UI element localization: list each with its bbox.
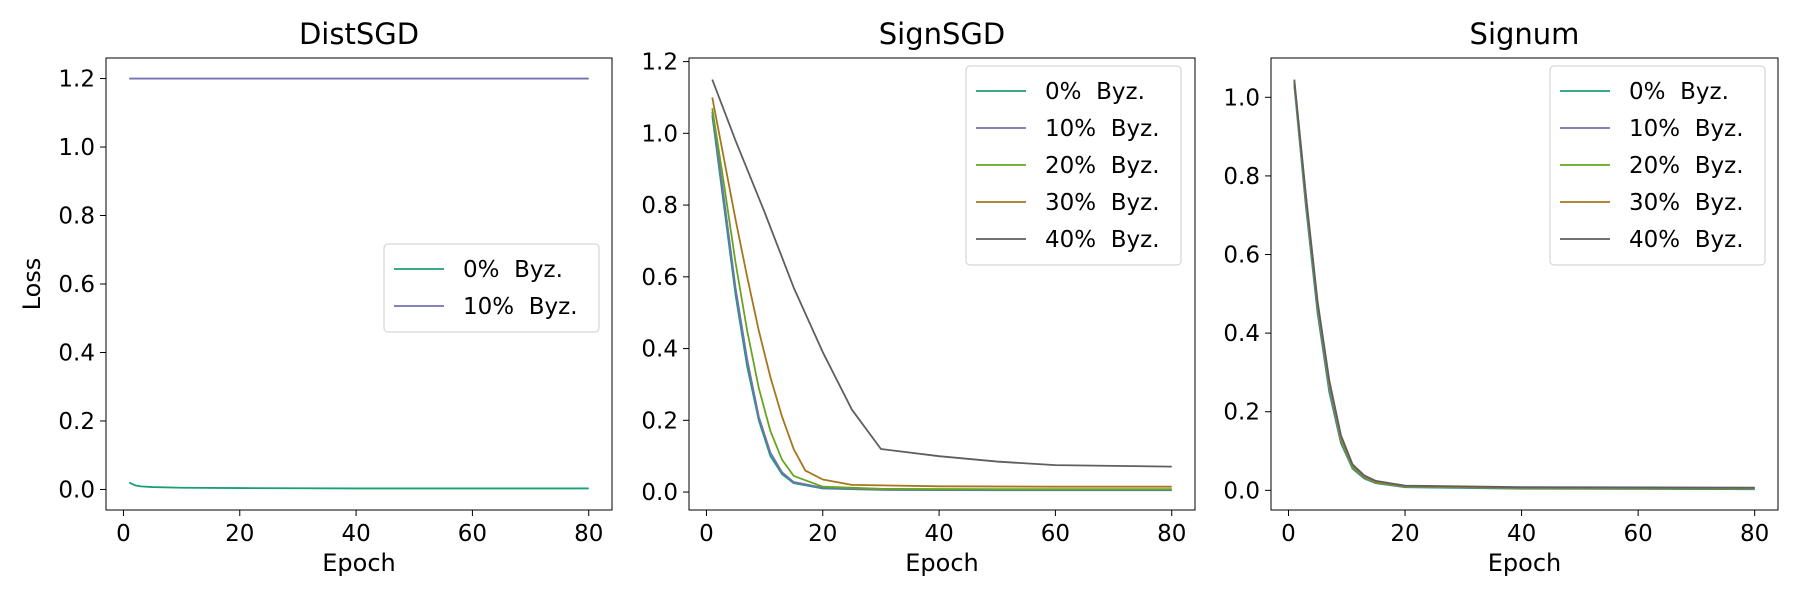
- y-tick-label: 0.2: [58, 409, 95, 435]
- x-tick-label: 20: [1390, 521, 1419, 547]
- x-tick-label: 0: [116, 521, 131, 547]
- x-tick-label: 80: [1740, 521, 1769, 547]
- legend-label: 20% Byz.: [1629, 153, 1744, 179]
- y-tick-label: 0.8: [641, 193, 678, 219]
- y-tick-label: 0.4: [58, 340, 95, 366]
- legend-box: [1549, 65, 1766, 266]
- chart-panel-1: 0 20 40 60 80 0.0 0.2 0.4 0.6 0.8 1.0 1.2 DistSGD Epo…: [18, 17, 613, 577]
- y-tick-label: 1.0: [1223, 85, 1260, 111]
- legend-label: 0% Byz.: [1045, 79, 1145, 105]
- series-line-1: [128, 481, 589, 490]
- x-tick-label: 40: [924, 521, 953, 547]
- series-line-3: [711, 108, 1172, 491]
- x-axis-label: Epoch: [1488, 549, 1562, 577]
- legend: 0% Byz. 10% Byz. 20% Byz. 30% Byz. 40% Byz.: [1549, 65, 1766, 266]
- series-lines: [128, 77, 589, 490]
- y-tick-label: 0.8: [1223, 164, 1260, 190]
- legend-label: 40% Byz.: [1045, 227, 1160, 253]
- y-axis-label: Loss: [18, 258, 46, 311]
- y-tick-label: 0.4: [1223, 321, 1260, 347]
- x-axis-label: Epoch: [905, 549, 979, 577]
- legend-label: 40% Byz.: [1629, 227, 1744, 253]
- legend-label: 10% Byz.: [463, 294, 578, 320]
- plot-frame: [1270, 57, 1779, 511]
- legend-label: 10% Byz.: [1045, 116, 1160, 142]
- y-tick-label: 0.8: [58, 204, 95, 230]
- y-tick-label: 0.6: [641, 265, 678, 291]
- legend-label: 30% Byz.: [1629, 190, 1744, 216]
- x-tick-label: 60: [458, 521, 487, 547]
- series-lines: [1293, 79, 1755, 491]
- chart-panel-3: 0 20 40 60 80 0.0 0.2 0.4 0.6 0.8 1.0 Signum Epoch 0%…: [1223, 17, 1779, 577]
- legend-label: 20% Byz.: [1045, 153, 1160, 179]
- x-tick-label: 0: [699, 521, 714, 547]
- y-tick-label: 0.0: [641, 480, 678, 506]
- series-line-5: [711, 79, 1172, 468]
- chart-title: DistSGD: [299, 17, 419, 51]
- series-line-5: [1293, 79, 1755, 489]
- y-tick-label: 1.2: [58, 67, 95, 93]
- y-tick-label: 0.6: [1223, 243, 1260, 269]
- legend-label: 0% Byz.: [1629, 79, 1729, 105]
- chart-panel-2: 0 20 40 60 80 0.0 0.2 0.4 0.6 0.8 1.0 1.2 SignSGD Epo…: [641, 17, 1196, 577]
- chart-title: Signum: [1470, 17, 1580, 51]
- y-tick-label: 0.2: [641, 408, 678, 434]
- plot-frame: [688, 57, 1196, 511]
- x-tick-label: 80: [1157, 521, 1186, 547]
- x-tick-label: 60: [1623, 521, 1652, 547]
- x-tick-label: 20: [225, 521, 254, 547]
- x-tick-label: 40: [1507, 521, 1536, 547]
- legend-box: [383, 243, 600, 333]
- y-tick-label: 0.2: [1223, 400, 1260, 426]
- y-tick-label: 0.0: [58, 477, 95, 503]
- x-axis-label: Epoch: [322, 549, 396, 577]
- x-tick-label: 20: [808, 521, 837, 547]
- y-tick-label: 1.0: [641, 121, 678, 147]
- legend-label: 10% Byz.: [1629, 116, 1744, 142]
- legend-label: 30% Byz.: [1045, 190, 1160, 216]
- y-tick-label: 0.6: [58, 272, 95, 298]
- legend-box: [965, 65, 1182, 266]
- y-tick-label: 0.4: [641, 337, 678, 363]
- y-tick-label: 1.2: [641, 50, 678, 76]
- legend-label: 0% Byz.: [463, 257, 563, 283]
- y-tick-label: 1.0: [58, 135, 95, 161]
- x-tick-label: 0: [1281, 521, 1296, 547]
- legend: 0% Byz. 10% Byz.: [383, 243, 600, 333]
- legend: 0% Byz. 10% Byz. 20% Byz. 30% Byz. 40% Byz.: [965, 65, 1182, 266]
- x-tick-label: 40: [341, 521, 370, 547]
- x-tick-label: 60: [1041, 521, 1070, 547]
- chart-title: SignSGD: [879, 17, 1005, 51]
- series-lines: [711, 79, 1172, 492]
- y-tick-label: 0.0: [1223, 478, 1260, 504]
- x-tick-label: 80: [574, 521, 603, 547]
- series-line-4: [711, 97, 1172, 488]
